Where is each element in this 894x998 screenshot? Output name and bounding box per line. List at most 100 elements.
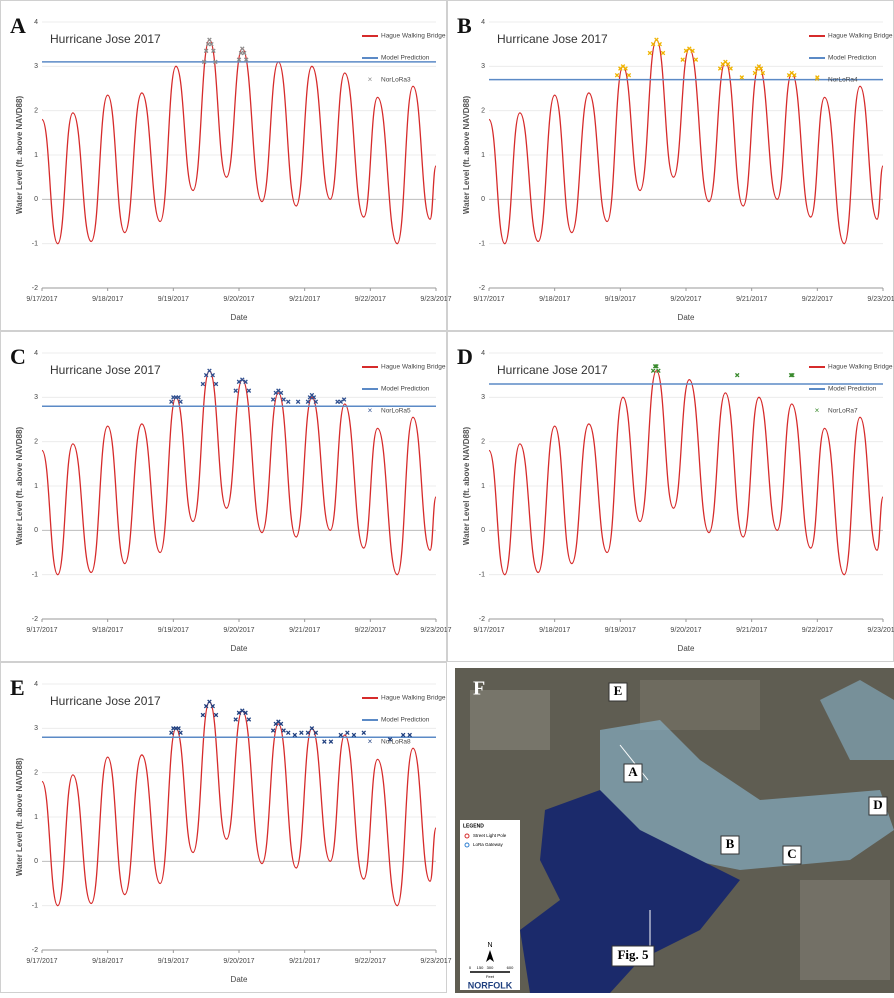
figure-ref: Fig. 5 — [617, 947, 649, 962]
x-tick-label: 9/20/2017 — [223, 296, 254, 303]
y-tick-label: 3 — [34, 63, 38, 70]
x-tick-label: 9/17/2017 — [26, 627, 57, 634]
x-tick-label: 9/20/2017 — [223, 627, 254, 634]
sensor-point — [208, 700, 212, 704]
chart-title: Hurricane Jose 2017 — [50, 32, 161, 46]
map-block — [800, 880, 890, 980]
legend-label: Model Prediction — [828, 55, 877, 62]
y-tick-label: 4 — [481, 19, 485, 26]
y-tick-label: 1 — [481, 483, 485, 490]
panel-border — [1, 663, 447, 993]
sensor-point — [615, 73, 619, 77]
x-axis-label: Date — [678, 644, 695, 653]
x-tick-label: 9/18/2017 — [92, 627, 123, 634]
observed-line — [489, 40, 883, 244]
sensor-point — [735, 373, 739, 377]
y-tick-label: -2 — [479, 616, 485, 623]
y-tick-label: 4 — [34, 681, 38, 688]
marker-label: C — [787, 846, 796, 861]
legend-label: Hague Walking Bridge — [381, 695, 446, 702]
sensor-point — [201, 713, 205, 717]
x-tick-label: 9/22/2017 — [802, 296, 833, 303]
panel-letter: C — [10, 344, 26, 369]
sensor-point — [247, 389, 251, 393]
y-tick-label: 3 — [34, 725, 38, 732]
x-tick-label: 9/17/2017 — [473, 296, 504, 303]
sensor-point — [293, 733, 297, 737]
x-tick-label: 9/22/2017 — [355, 958, 386, 965]
y-tick-label: 0 — [481, 196, 485, 203]
y-tick-label: -2 — [32, 947, 38, 954]
sensor-point — [627, 73, 631, 77]
marker-label: A — [628, 764, 638, 779]
y-tick-label: 3 — [481, 63, 485, 70]
marker-label: D — [873, 797, 882, 812]
scale-tick: 300 — [487, 965, 494, 970]
sensor-point — [655, 38, 659, 42]
x-tick-label: 9/23/2017 — [420, 627, 451, 634]
x-tick-label: 9/20/2017 — [223, 958, 254, 965]
x-axis-label: Date — [678, 313, 695, 322]
x-tick-label: 9/19/2017 — [158, 958, 189, 965]
sensor-point — [286, 731, 290, 735]
sensor-point — [648, 51, 652, 55]
x-tick-label: 9/22/2017 — [355, 296, 386, 303]
y-tick-label: 0 — [34, 858, 38, 865]
y-tick-label: 0 — [481, 527, 485, 534]
observed-line — [42, 371, 436, 575]
y-tick-label: -2 — [479, 285, 485, 292]
sensor-point — [362, 731, 366, 735]
y-axis-label: Water Level (ft. above NAVD88) — [462, 427, 471, 546]
y-tick-label: 3 — [481, 394, 485, 401]
panel-border — [1, 1, 447, 331]
y-tick-label: -1 — [479, 572, 485, 579]
x-tick-label: 9/18/2017 — [92, 958, 123, 965]
y-tick-label: -2 — [32, 285, 38, 292]
panel-letter: E — [10, 675, 25, 700]
sensor-point — [342, 398, 346, 402]
sensor-point — [170, 400, 174, 404]
x-tick-label: 9/19/2017 — [158, 627, 189, 634]
sensor-point — [740, 76, 744, 80]
y-tick-label: 2 — [34, 770, 38, 777]
x-tick-label: 9/21/2017 — [289, 958, 320, 965]
marker-label: B — [726, 836, 735, 851]
y-axis-label: Water Level (ft. above NAVD88) — [15, 96, 24, 215]
observed-line — [42, 702, 436, 906]
legend-item: Street Light Pole — [473, 833, 507, 838]
y-tick-label: 0 — [34, 196, 38, 203]
y-axis-label: Water Level (ft. above NAVD88) — [15, 758, 24, 877]
x-tick-label: 9/18/2017 — [92, 296, 123, 303]
sensor-point — [179, 400, 183, 404]
x-tick-label: 9/18/2017 — [539, 296, 570, 303]
x-tick-label: 9/20/2017 — [670, 627, 701, 634]
chart-title: Hurricane Jose 2017 — [497, 32, 608, 46]
y-tick-label: 1 — [34, 483, 38, 490]
sensor-point — [240, 709, 244, 713]
x-tick-label: 9/23/2017 — [420, 958, 451, 965]
y-tick-label: 4 — [34, 350, 38, 357]
y-tick-label: 4 — [481, 350, 485, 357]
y-tick-label: -1 — [32, 903, 38, 910]
y-tick-label: 2 — [34, 108, 38, 115]
legend-label: NorLoRa5 — [381, 408, 411, 415]
y-tick-label: 1 — [34, 814, 38, 821]
sensor-point — [661, 51, 665, 55]
marker-label: E — [614, 683, 623, 698]
x-tick-label: 9/21/2017 — [736, 296, 767, 303]
north-arrow: N — [487, 942, 492, 949]
logo: NORFOLK — [468, 980, 513, 990]
scale-tick: 600 — [507, 965, 514, 970]
y-axis-label: Water Level (ft. above NAVD88) — [462, 96, 471, 215]
y-tick-label: -1 — [479, 241, 485, 248]
observed-line — [489, 371, 883, 575]
panel-border — [448, 332, 894, 662]
sensor-point — [729, 67, 733, 71]
legend-marker: × — [368, 75, 373, 84]
sensor-point — [339, 733, 343, 737]
y-tick-label: 4 — [34, 19, 38, 26]
